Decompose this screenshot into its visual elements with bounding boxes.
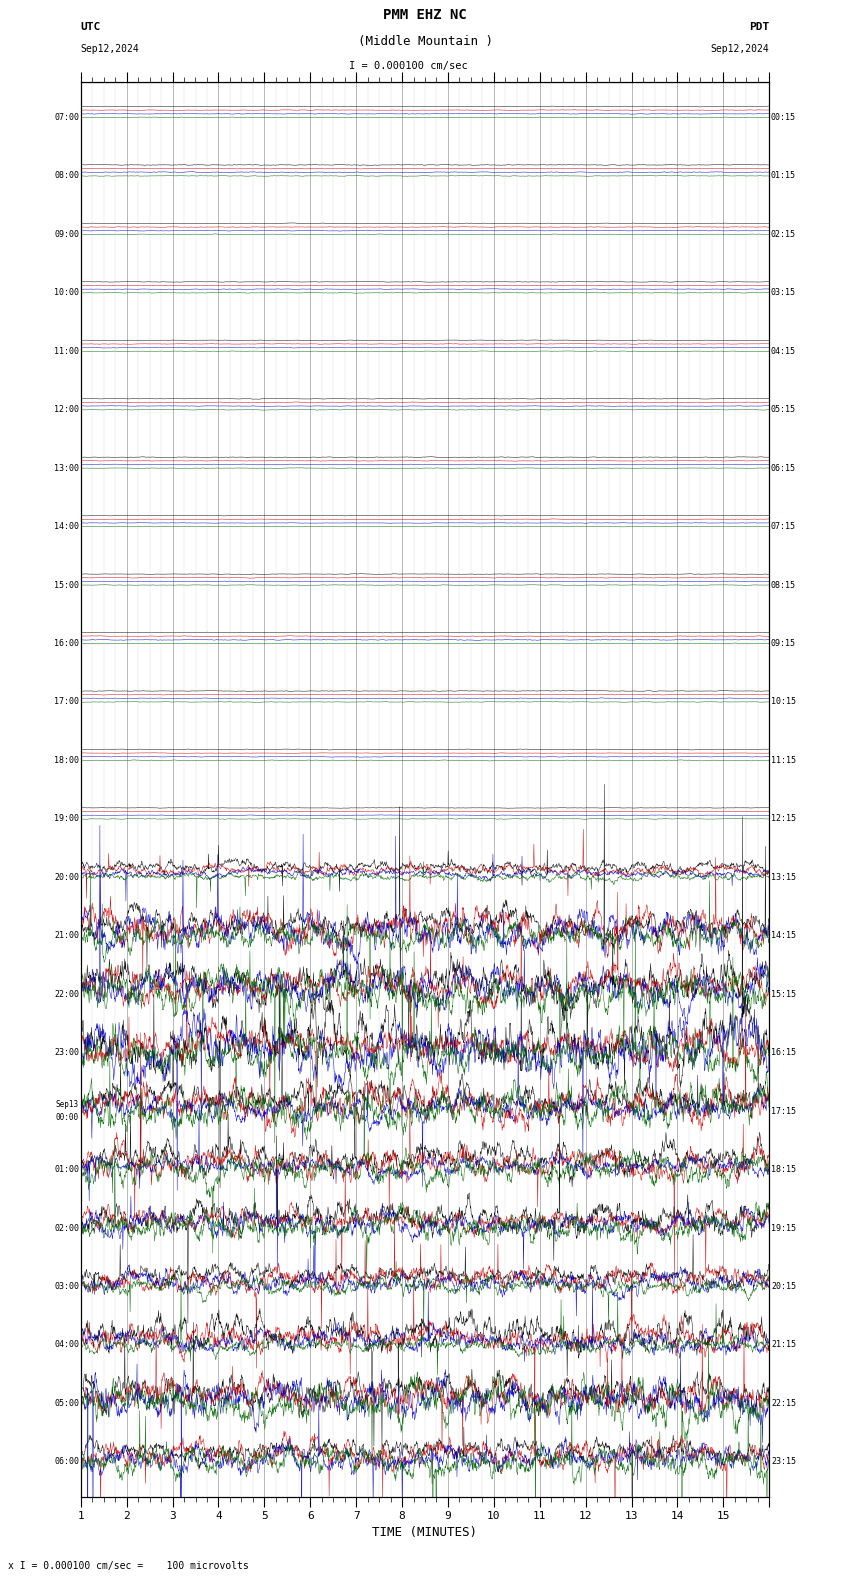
Text: 00:15: 00:15 [771, 112, 796, 122]
Text: 05:00: 05:00 [54, 1399, 79, 1408]
Text: 02:15: 02:15 [771, 230, 796, 239]
Text: PMM EHZ NC: PMM EHZ NC [383, 8, 467, 22]
Text: 08:15: 08:15 [771, 581, 796, 589]
Text: 20:00: 20:00 [54, 873, 79, 882]
Text: 03:15: 03:15 [771, 288, 796, 298]
Text: 10:00: 10:00 [54, 288, 79, 298]
Text: 09:00: 09:00 [54, 230, 79, 239]
Text: 21:00: 21:00 [54, 931, 79, 941]
Text: 19:00: 19:00 [54, 814, 79, 824]
Text: 15:15: 15:15 [771, 990, 796, 998]
Text: 07:15: 07:15 [771, 523, 796, 531]
Text: 07:00: 07:00 [54, 112, 79, 122]
Text: 01:00: 01:00 [54, 1166, 79, 1174]
Text: 23:00: 23:00 [54, 1049, 79, 1057]
Text: 16:00: 16:00 [54, 638, 79, 648]
Text: 04:15: 04:15 [771, 347, 796, 356]
Text: (Middle Mountain ): (Middle Mountain ) [358, 35, 492, 48]
Text: 20:15: 20:15 [771, 1281, 796, 1291]
Text: PDT: PDT [749, 22, 769, 32]
Text: 05:15: 05:15 [771, 406, 796, 413]
Text: 14:00: 14:00 [54, 523, 79, 531]
X-axis label: TIME (MINUTES): TIME (MINUTES) [372, 1527, 478, 1540]
Text: 21:15: 21:15 [771, 1340, 796, 1350]
Text: 17:00: 17:00 [54, 697, 79, 706]
Text: 17:15: 17:15 [771, 1107, 796, 1115]
Text: 06:15: 06:15 [771, 464, 796, 472]
Text: 02:00: 02:00 [54, 1223, 79, 1232]
Text: 11:00: 11:00 [54, 347, 79, 356]
Text: 04:00: 04:00 [54, 1340, 79, 1350]
Text: I = 0.000100 cm/sec: I = 0.000100 cm/sec [348, 62, 468, 71]
Text: 19:15: 19:15 [771, 1223, 796, 1232]
Text: 12:15: 12:15 [771, 814, 796, 824]
Text: 13:15: 13:15 [771, 873, 796, 882]
Text: 06:00: 06:00 [54, 1457, 79, 1467]
Text: 01:15: 01:15 [771, 171, 796, 181]
Text: 23:15: 23:15 [771, 1457, 796, 1467]
Text: 11:15: 11:15 [771, 756, 796, 765]
Text: Sep12,2024: Sep12,2024 [81, 44, 139, 54]
Text: 22:00: 22:00 [54, 990, 79, 998]
Text: 15:00: 15:00 [54, 581, 79, 589]
Text: 09:15: 09:15 [771, 638, 796, 648]
Text: 22:15: 22:15 [771, 1399, 796, 1408]
Text: x I = 0.000100 cm/sec =    100 microvolts: x I = 0.000100 cm/sec = 100 microvolts [8, 1562, 249, 1571]
Text: Sep13: Sep13 [56, 1101, 79, 1109]
Text: 13:00: 13:00 [54, 464, 79, 472]
Text: 08:00: 08:00 [54, 171, 79, 181]
Text: 00:00: 00:00 [56, 1114, 79, 1121]
Text: 12:00: 12:00 [54, 406, 79, 413]
Text: 18:00: 18:00 [54, 756, 79, 765]
Text: 16:15: 16:15 [771, 1049, 796, 1057]
Text: 14:15: 14:15 [771, 931, 796, 941]
Text: Sep12,2024: Sep12,2024 [711, 44, 769, 54]
Text: 18:15: 18:15 [771, 1166, 796, 1174]
Text: 03:00: 03:00 [54, 1281, 79, 1291]
Text: UTC: UTC [81, 22, 101, 32]
Text: 10:15: 10:15 [771, 697, 796, 706]
